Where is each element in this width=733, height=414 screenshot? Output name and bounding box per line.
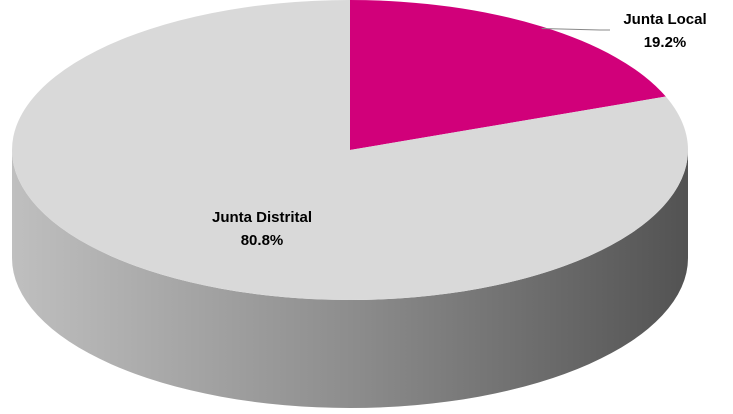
- pie-side-shade: [12, 150, 688, 408]
- pie-slice: [350, 0, 666, 150]
- leader-line: [541, 27, 610, 31]
- slice-label: Junta Distrital: [212, 209, 312, 226]
- pie-slice: [11, 0, 688, 300]
- slice-value: 80.8%: [241, 232, 284, 249]
- slice-value: 19.2%: [644, 34, 687, 51]
- slice-label: Junta Local: [623, 11, 706, 28]
